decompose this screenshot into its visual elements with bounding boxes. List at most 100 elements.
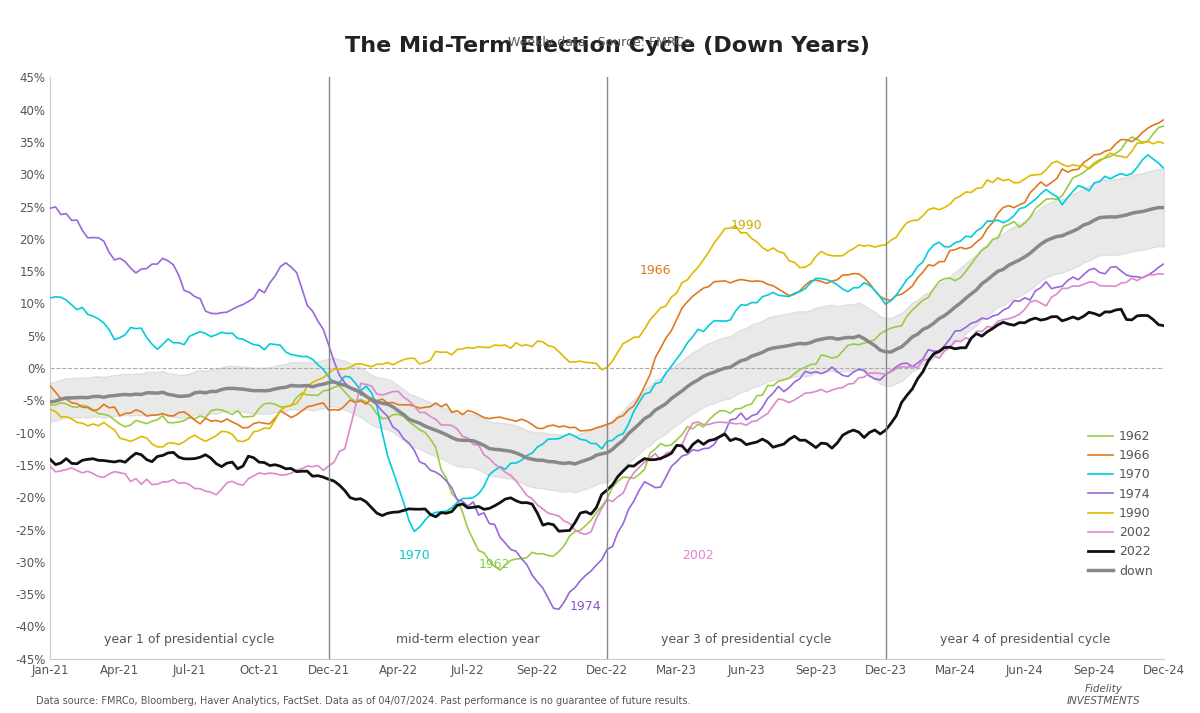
1970 [1157,164,1171,173]
2002 [278,471,293,479]
1990 [841,247,856,256]
Line: 1990: 1990 [50,141,1164,447]
Line: 2022: 2022 [50,309,1164,531]
1962 [841,341,856,349]
Text: 2002: 2002 [682,548,714,562]
Title: The Mid-Term Election Cycle (Down Years): The Mid-Term Election Cycle (Down Years) [344,36,870,56]
1974 [552,605,566,613]
down [568,460,582,468]
Text: Weekly data.  Source: FMRCo: Weekly data. Source: FMRCo [509,36,691,49]
Line: 1974: 1974 [50,207,1164,609]
Text: year 3 of presidential cycle: year 3 of presidential cycle [661,633,832,646]
1990 [814,247,828,256]
1990 [953,192,967,200]
1974 [1157,260,1171,268]
2022 [43,455,58,463]
Line: 1966: 1966 [50,120,1164,431]
Text: 1990: 1990 [731,219,762,232]
2002 [1151,270,1165,278]
down [953,299,967,307]
2002 [841,380,856,389]
2022 [1157,322,1171,330]
2002 [439,421,454,429]
1966 [574,426,588,435]
2002 [814,385,828,394]
1990 [284,401,299,409]
1970 [278,348,293,356]
down [841,333,856,342]
2002 [1157,270,1171,279]
1966 [43,381,58,390]
down [76,393,90,401]
Line: down: down [50,207,1164,464]
1974 [48,202,62,211]
Text: mid-term election year: mid-term election year [396,633,540,646]
1990 [445,351,460,359]
Text: 1970: 1970 [398,548,430,562]
Line: 1962: 1962 [50,126,1164,570]
1966 [814,277,828,286]
1962 [278,403,293,411]
Line: 1970: 1970 [50,155,1164,531]
Line: 2002: 2002 [50,274,1164,535]
down [1151,203,1165,212]
1966 [439,400,454,409]
1990 [1141,137,1156,145]
1970 [953,237,967,245]
down [814,335,828,344]
1970 [43,294,58,302]
2022 [76,456,90,465]
1966 [76,403,90,411]
1970 [814,275,828,283]
1966 [278,410,293,419]
Text: 1962: 1962 [479,558,510,571]
Text: year 4 of presidential cycle: year 4 of presidential cycle [940,633,1110,646]
1966 [1157,116,1171,124]
1970 [1141,150,1156,159]
2002 [43,462,58,471]
1962 [953,273,967,282]
down [439,431,454,439]
2002 [953,337,967,346]
1974 [846,368,860,376]
1970 [407,527,421,535]
2022 [1114,305,1128,314]
down [1157,203,1171,212]
2022 [953,344,967,352]
down [278,383,293,391]
1974 [43,204,58,212]
1966 [841,270,856,279]
Text: year 1 of presidential cycle: year 1 of presidential cycle [104,633,275,646]
2002 [578,530,593,539]
Text: 1966: 1966 [640,265,671,277]
1974 [820,367,834,376]
Legend: 1962, 1966, 1970, 1974, 1990, 2002, 2022, down: 1962, 1966, 1970, 1974, 1990, 2002, 2022… [1082,425,1158,583]
2002 [76,468,90,477]
1962 [439,474,454,483]
1974 [284,263,299,272]
Text: 1974: 1974 [570,600,601,613]
1974 [445,483,460,492]
2022 [552,527,566,535]
down [43,398,58,406]
Text: Fidelity
INVESTMENTS: Fidelity INVESTMENTS [1067,684,1141,706]
1962 [814,351,828,359]
Text: Data source: FMRCo, Bloomberg, Haver Analytics, FactSet. Data as of 04/07/2024. : Data source: FMRCo, Bloomberg, Haver Ana… [36,696,690,706]
1974 [959,323,973,332]
2022 [278,464,293,473]
1962 [43,401,58,409]
1962 [493,566,508,575]
2022 [814,438,828,447]
1990 [43,405,58,414]
2022 [841,428,856,436]
1962 [76,401,90,409]
1970 [445,503,460,512]
1966 [953,243,967,252]
1970 [841,287,856,296]
2022 [439,509,454,518]
1990 [76,419,90,427]
1990 [1157,139,1171,148]
1962 [1157,122,1171,130]
1990 [156,443,170,451]
1974 [80,234,95,242]
